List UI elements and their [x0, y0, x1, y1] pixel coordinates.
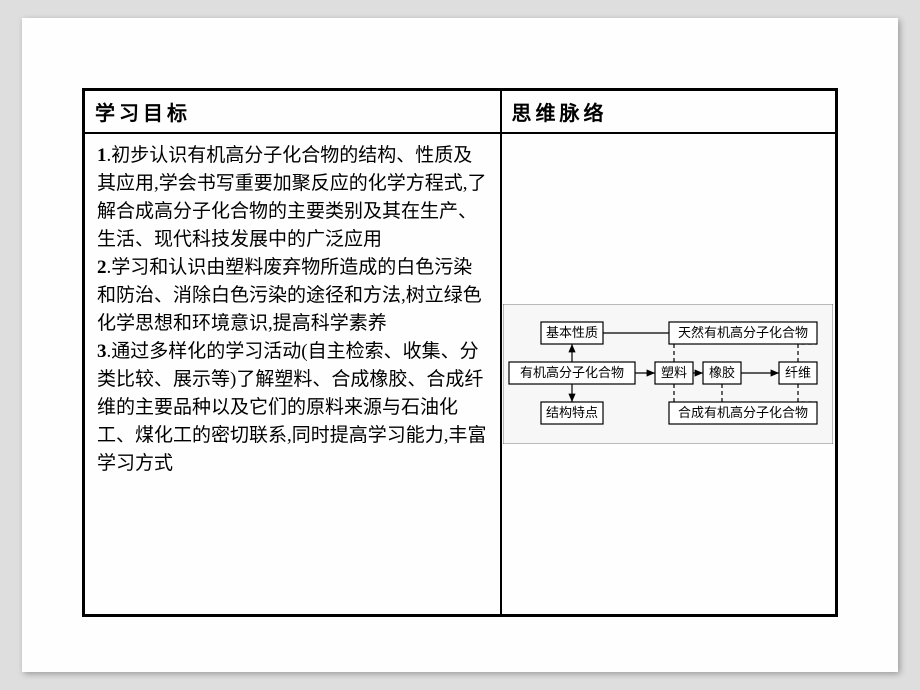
- node-rubber-label: 橡胶: [709, 365, 735, 380]
- node-natural: 天然有机高分子化合物: [669, 322, 817, 344]
- diagram-wrap: 基本性质 天然有机高分子化合物有机高分子化合物 塑料 橡胶 纤维结构特点 合成有机高分子化…: [502, 134, 835, 614]
- objective-2-num: 2: [97, 257, 107, 278]
- objective-2: 2.学习和认识由塑料废弃物所造成的白色污染和防治、消除白色污染的途径和方法,树立…: [97, 254, 488, 338]
- table-header-row: 学习目标 思维脉络: [84, 90, 837, 134]
- objectives-cell: 1.初步认识有机高分子化合物的结构、性质及其应用,学会书写重要加聚反应的化学方程…: [84, 133, 501, 616]
- node-fiber: 纤维: [779, 362, 817, 384]
- node-struct-label: 结构特点: [546, 405, 598, 420]
- objective-1: 1.初步认识有机高分子化合物的结构、性质及其应用,学会书写重要加聚反应的化学方程…: [97, 142, 488, 254]
- table-body-row: 1.初步认识有机高分子化合物的结构、性质及其应用,学会书写重要加聚反应的化学方程…: [84, 133, 837, 616]
- node-fiber-label: 纤维: [785, 365, 811, 380]
- node-plastic: 塑料: [655, 362, 693, 384]
- node-org: 有机高分子化合物: [509, 362, 635, 384]
- node-org-label: 有机高分子化合物: [520, 365, 624, 380]
- node-basic-label: 基本性质: [546, 325, 598, 340]
- header-objectives: 学习目标: [84, 90, 501, 134]
- node-synth-label: 合成有机高分子化合物: [678, 405, 808, 420]
- objective-3-text: .通过多样化的学习活动(自主检索、收集、分类比较、展示等)了解塑料、合成橡胶、合…: [97, 341, 487, 474]
- objective-1-text: .初步认识有机高分子化合物的结构、性质及其应用,学会书写重要加聚反应的化学方程式…: [97, 145, 487, 250]
- diagram-cell: 基本性质 天然有机高分子化合物有机高分子化合物 塑料 橡胶 纤维结构特点 合成有机高分子化…: [501, 133, 837, 616]
- node-natural-label: 天然有机高分子化合物: [678, 325, 808, 340]
- page: 学习目标 思维脉络 1.初步认识有机高分子化合物的结构、性质及其应用,学会书写重…: [22, 18, 898, 672]
- node-basic: 基本性质: [541, 322, 603, 344]
- node-rubber: 橡胶: [703, 362, 741, 384]
- node-synth: 合成有机高分子化合物: [669, 402, 817, 424]
- header-mindmap: 思维脉络: [501, 90, 837, 134]
- objective-2-text: .学习和认识由塑料废弃物所造成的白色污染和防治、消除白色污染的途径和方法,树立绿…: [97, 257, 482, 334]
- main-table: 学习目标 思维脉络 1.初步认识有机高分子化合物的结构、性质及其应用,学会书写重…: [82, 88, 838, 617]
- objective-3: 3.通过多样化的学习活动(自主检索、收集、分类比较、展示等)了解塑料、合成橡胶、…: [97, 338, 488, 478]
- node-struct: 结构特点: [541, 402, 603, 424]
- concept-map: 基本性质 天然有机高分子化合物有机高分子化合物 塑料 橡胶 纤维结构特点 合成有机高分子化…: [503, 304, 833, 444]
- objective-1-num: 1: [97, 145, 107, 166]
- node-plastic-label: 塑料: [661, 365, 687, 380]
- objective-3-num: 3: [97, 341, 107, 362]
